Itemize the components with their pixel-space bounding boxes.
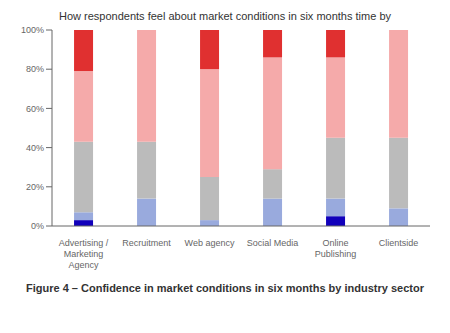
html-text:How respondents feel about mar: How respondents feel about market condit… xyxy=(59,10,391,22)
svg-text:40%: 40% xyxy=(26,143,44,153)
svg-text:Clientside: Clientside xyxy=(379,238,419,248)
html-text:Figure 4 – Confidence in marke: Figure 4 – Confidence in market conditio… xyxy=(26,282,424,294)
svg-text:20%: 20% xyxy=(26,182,44,192)
svg-text:100%: 100% xyxy=(21,25,44,35)
svg-text:OnlinePublishing: OnlinePublishing xyxy=(315,238,357,259)
svg-text:Advertising /MarketingAgency: Advertising /MarketingAgency xyxy=(59,238,109,270)
svg-text:60%: 60% xyxy=(26,104,44,114)
svg-text:Web agency: Web agency xyxy=(185,238,235,248)
svg-text:Recruitment: Recruitment xyxy=(122,238,171,248)
svg-text:80%: 80% xyxy=(26,64,44,74)
svg-text:0%: 0% xyxy=(31,221,44,231)
svg-text:Social Media: Social Media xyxy=(247,238,299,248)
